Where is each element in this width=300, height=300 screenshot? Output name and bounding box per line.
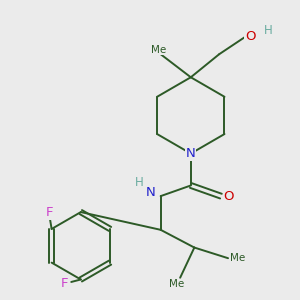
Text: N: N (186, 147, 196, 160)
Text: N: N (146, 186, 156, 199)
Text: H: H (263, 24, 272, 37)
Text: O: O (245, 30, 255, 43)
Text: O: O (224, 190, 234, 202)
Text: Me: Me (151, 45, 166, 55)
Text: H: H (135, 176, 144, 189)
Text: Me: Me (230, 253, 246, 263)
Text: Me: Me (169, 279, 184, 289)
Text: F: F (61, 277, 69, 290)
Text: F: F (46, 206, 54, 220)
